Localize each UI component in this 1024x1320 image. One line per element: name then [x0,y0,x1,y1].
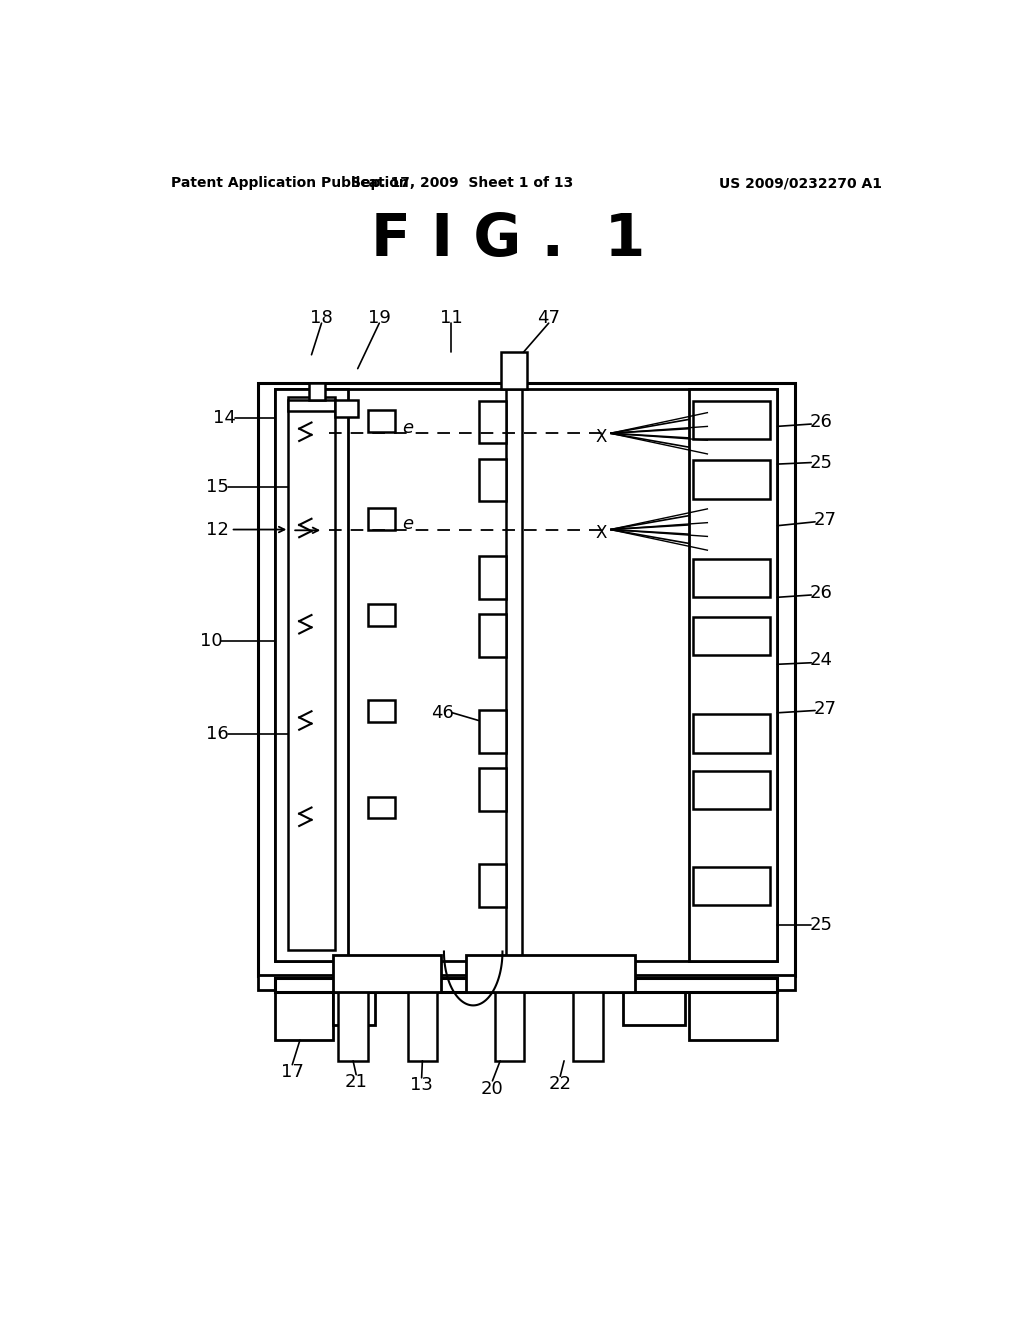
Bar [478,401,506,444]
Text: 17: 17 [281,1064,304,1081]
Text: 16: 16 [206,725,229,743]
Bar [478,768,506,810]
Text: 14: 14 [213,409,236,426]
Text: 11: 11 [439,309,462,327]
Bar [689,990,777,1040]
Bar [368,701,394,722]
Bar [478,459,506,502]
Bar [692,558,770,598]
Text: 13: 13 [411,1077,433,1094]
Text: 26: 26 [810,413,833,430]
Text: 22: 22 [549,1074,571,1093]
Bar [336,400,358,417]
Bar [506,389,521,961]
Bar [275,389,348,961]
Text: Patent Application Publication: Patent Application Publication [171,176,409,190]
Bar [368,605,394,626]
Text: e: e [402,418,414,437]
Bar [689,389,777,961]
Bar [258,974,795,990]
Bar [692,616,770,655]
Text: 24: 24 [810,652,833,669]
Bar [368,411,394,432]
Bar [478,710,506,752]
Bar [692,461,770,499]
Bar [288,397,336,950]
Bar [408,990,437,1061]
Text: 47: 47 [538,309,560,327]
Text: 27: 27 [814,511,837,529]
Text: 21: 21 [345,1073,368,1092]
Text: 18: 18 [310,309,333,327]
Bar [309,383,325,400]
Text: e: e [402,515,414,533]
Text: 19: 19 [368,309,391,327]
Bar [692,867,770,906]
Text: 46: 46 [431,704,454,722]
Bar [339,990,368,1061]
Text: X: X [595,428,606,446]
Text: Sep. 17, 2009  Sheet 1 of 13: Sep. 17, 2009 Sheet 1 of 13 [350,176,572,190]
Bar [478,614,506,656]
Bar [288,400,336,411]
Bar [495,990,524,1061]
Bar [478,557,506,599]
Bar [692,714,770,752]
Bar [478,865,506,907]
Bar [275,990,333,1040]
Bar [692,771,770,809]
Text: 25: 25 [810,916,833,933]
Text: X: X [595,524,606,543]
Bar [258,383,795,977]
Text: 26: 26 [810,585,833,602]
Text: 25: 25 [810,454,833,471]
Bar [624,990,685,1024]
Bar [692,401,770,440]
Bar [368,508,394,529]
Text: 27: 27 [814,700,837,718]
Text: 20: 20 [481,1080,504,1097]
Bar [333,956,441,993]
Text: 10: 10 [200,632,223,651]
Bar [573,990,602,1061]
Bar [275,389,777,961]
Bar [501,352,527,389]
Bar [333,990,376,1024]
Bar [368,797,394,818]
Text: 15: 15 [206,478,229,496]
Bar [466,956,635,993]
Bar [275,978,777,991]
Text: US 2009/0232270 A1: US 2009/0232270 A1 [719,176,882,190]
Text: 12: 12 [206,520,229,539]
Text: F I G .  1: F I G . 1 [371,211,645,268]
